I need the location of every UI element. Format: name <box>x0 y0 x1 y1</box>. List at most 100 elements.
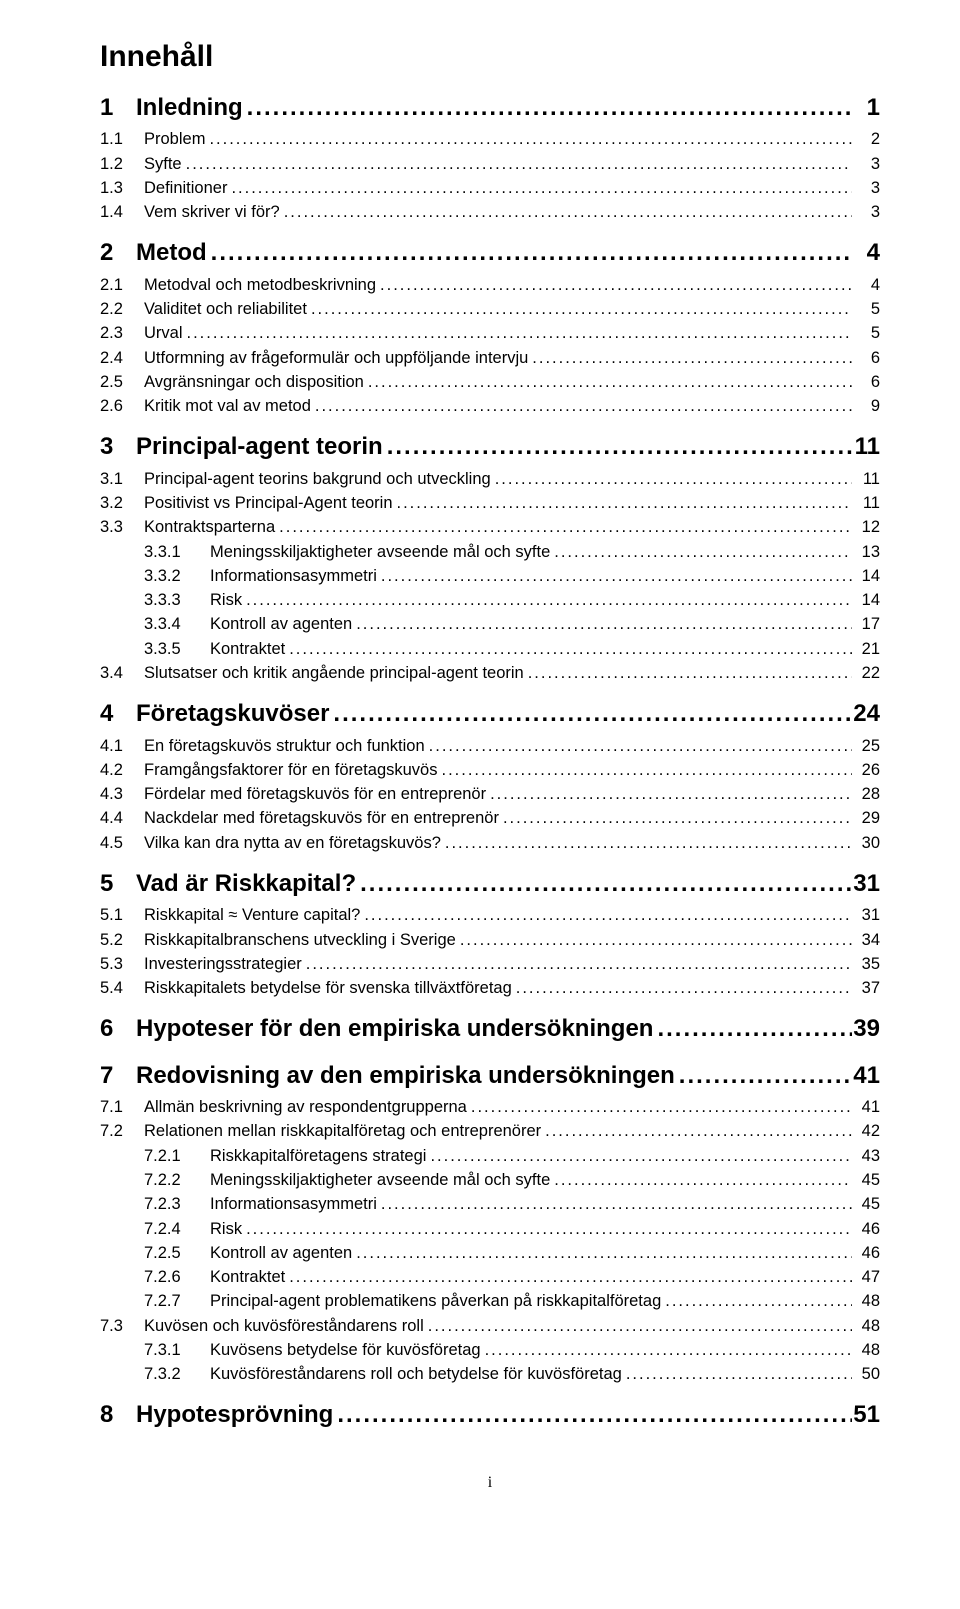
toc-entry[interactable]: 2.3Urval................................… <box>100 322 880 344</box>
toc-entry[interactable]: 5.3Investeringsstrategier...............… <box>100 953 880 975</box>
toc-leader-dots: ........................................… <box>329 698 852 730</box>
toc-entry[interactable]: 5.4Riskkapitalets betydelse för svenska … <box>100 977 880 999</box>
toc-entry-number: 1.3 <box>100 177 144 199</box>
toc-entry-number: 7.3.1 <box>100 1339 210 1361</box>
toc-entry[interactable]: 5Vad är Riskkapital?....................… <box>100 868 880 900</box>
toc-entry-number: 7 <box>100 1060 136 1092</box>
toc-entry[interactable]: 7.3.1Kuvösens betydelse för kuvösföretag… <box>100 1339 880 1361</box>
toc-entry-title: Redovisning av den empiriska undersöknin… <box>136 1060 675 1092</box>
toc-leader-dots: ........................................… <box>243 92 852 124</box>
toc-leader-dots: ........................................… <box>227 177 852 199</box>
toc-entry[interactable]: 2Metod..................................… <box>100 237 880 269</box>
toc-entry[interactable]: 2.5Avgränsningar och disposition........… <box>100 371 880 393</box>
toc-leader-dots: ........................................… <box>675 1060 852 1092</box>
toc-entry-number: 2.6 <box>100 395 144 417</box>
toc-entry[interactable]: 6Hypoteser för den empiriska undersöknin… <box>100 1013 880 1045</box>
toc-entry[interactable]: 3.3.4Kontroll av agenten................… <box>100 613 880 635</box>
toc-entry[interactable]: 1Inledning..............................… <box>100 92 880 124</box>
toc-entry[interactable]: 5.1Riskkapital ≈ Venture capital?.......… <box>100 904 880 926</box>
toc-entry[interactable]: 4.5Vilka kan dra nytta av en företagskuv… <box>100 832 880 854</box>
toc-entry-title: Risk <box>210 1218 242 1240</box>
toc-entry-page: 25 <box>852 735 880 757</box>
toc-entry[interactable]: 3.3.2Informationsasymmetri..............… <box>100 565 880 587</box>
toc-entry-title: Principal-agent teorin <box>136 431 383 463</box>
toc-entry[interactable]: 3.4Slutsatser och kritik angående princi… <box>100 662 880 684</box>
toc-entry-number: 4.4 <box>100 807 144 829</box>
toc-entry[interactable]: 1.3Definitioner.........................… <box>100 177 880 199</box>
toc-entry[interactable]: 7.2.3Informationsasymmetri..............… <box>100 1193 880 1215</box>
toc-entry[interactable]: 7.1Allmän beskrivning av respondentgrupp… <box>100 1096 880 1118</box>
toc-entry[interactable]: 7.2.7Principal-agent problematikens påve… <box>100 1290 880 1312</box>
toc-entry-title: Investeringsstrategier <box>144 953 302 975</box>
toc-entry[interactable]: 5.2Riskkapitalbranschens utveckling i Sv… <box>100 929 880 951</box>
toc-entry[interactable]: 2.6Kritik mot val av metod..............… <box>100 395 880 417</box>
toc-entry-page: 2 <box>852 128 880 150</box>
toc-entry-title: Fördelar med företagskuvös för en entrep… <box>144 783 486 805</box>
toc-entry-number: 2.2 <box>100 298 144 320</box>
toc-leader-dots: ........................................… <box>653 1013 852 1045</box>
toc-entry-title: Kontraktsparterna <box>144 516 275 538</box>
toc-entry-number: 7.2.1 <box>100 1145 210 1167</box>
toc-entry[interactable]: 4.3Fördelar med företagskuvös för en ent… <box>100 783 880 805</box>
toc-leader-dots: ........................................… <box>622 1363 852 1385</box>
toc-entry[interactable]: 1.1Problem..............................… <box>100 128 880 150</box>
toc-entry[interactable]: 7.2.2Meningsskiljaktigheter avseende mål… <box>100 1169 880 1191</box>
toc-entry[interactable]: 7.2.6Kontraktet.........................… <box>100 1266 880 1288</box>
toc-entry-page: 29 <box>852 807 880 829</box>
toc-entry[interactable]: 8Hypotesprövning........................… <box>100 1399 880 1431</box>
toc-leader-dots: ........................................… <box>481 1339 852 1361</box>
toc-entry[interactable]: 3.3.3Risk...............................… <box>100 589 880 611</box>
toc-entry[interactable]: 3.3Kontraktsparterna....................… <box>100 516 880 538</box>
toc-entry-number: 5.2 <box>100 929 144 951</box>
toc-entry-page: 46 <box>852 1242 880 1264</box>
toc-entry[interactable]: 3.2Positivist vs Principal-Agent teorin.… <box>100 492 880 514</box>
toc-entry-page: 28 <box>852 783 880 805</box>
toc-entry[interactable]: 4.2Framgångsfaktorer för en företagskuvö… <box>100 759 880 781</box>
toc-entry-page: 11 <box>852 431 880 463</box>
toc-entry[interactable]: 7.2.5Kontroll av agenten................… <box>100 1242 880 1264</box>
toc-entry-page: 4 <box>852 274 880 296</box>
toc-entry-title: Hypotesprövning <box>136 1399 333 1431</box>
toc-leader-dots: ........................................… <box>661 1290 852 1312</box>
toc-leader-dots: ........................................… <box>285 638 852 660</box>
toc-entry[interactable]: 3Principal-agent teorin.................… <box>100 431 880 463</box>
toc-entry-number: 1.1 <box>100 128 144 150</box>
toc-entry[interactable]: 7.2Relationen mellan riskkapitalföretag … <box>100 1120 880 1142</box>
toc-entry[interactable]: 3.3.1Meningsskiljaktigheter avseende mål… <box>100 541 880 563</box>
toc-entry[interactable]: 7Redovisning av den empiriska undersökni… <box>100 1060 880 1092</box>
toc-entry-page: 26 <box>852 759 880 781</box>
toc-entry-number: 3.3 <box>100 516 144 538</box>
toc-entry-page: 43 <box>852 1145 880 1167</box>
toc-entry[interactable]: 4.4Nackdelar med företagskuvös för en en… <box>100 807 880 829</box>
toc-entry[interactable]: 3.3.5Kontraktet.........................… <box>100 638 880 660</box>
toc-entry-page: 51 <box>852 1399 880 1431</box>
toc-entry[interactable]: 7.3Kuvösen och kuvösföreståndarens roll.… <box>100 1315 880 1337</box>
toc-entry-title: Riskkapitalföretagens strategi <box>210 1145 426 1167</box>
toc-leader-dots: ........................................… <box>356 868 852 900</box>
toc-entry[interactable]: 2.2Validitet och reliabilitet...........… <box>100 298 880 320</box>
toc-entry[interactable]: 2.4Utformning av frågeformulär och uppfö… <box>100 347 880 369</box>
toc-entry-number: 2.1 <box>100 274 144 296</box>
toc-entry-title: Urval <box>144 322 183 344</box>
toc-entry-number: 3.3.1 <box>100 541 210 563</box>
toc-entry-page: 5 <box>852 298 880 320</box>
toc-entry[interactable]: 7.2.1Riskkapitalföretagens strategi.....… <box>100 1145 880 1167</box>
toc-entry-page: 6 <box>852 371 880 393</box>
toc-entry[interactable]: 4Företagskuvöser........................… <box>100 698 880 730</box>
toc-entry-title: Nackdelar med företagskuvös för en entre… <box>144 807 499 829</box>
toc-entry[interactable]: 2.1Metodval och metodbeskrivning........… <box>100 274 880 296</box>
toc-entry-page: 50 <box>852 1363 880 1385</box>
toc-entry-page: 46 <box>852 1218 880 1240</box>
toc-entry[interactable]: 4.1En företagskuvös struktur och funktio… <box>100 735 880 757</box>
toc-entry[interactable]: 3.1Principal-agent teorins bakgrund och … <box>100 468 880 490</box>
toc-entry[interactable]: 1.2Syfte................................… <box>100 153 880 175</box>
toc-entry[interactable]: 7.2.4Risk...............................… <box>100 1218 880 1240</box>
toc-entry-page: 11 <box>852 468 880 490</box>
toc-entry-number: 7.2.5 <box>100 1242 210 1264</box>
toc-entry[interactable]: 7.3.2Kuvösföreståndarens roll och betyde… <box>100 1363 880 1385</box>
toc-entry-number: 2.5 <box>100 371 144 393</box>
toc-entry-title: Syfte <box>144 153 182 175</box>
toc-entry-number: 3.3.3 <box>100 589 210 611</box>
toc-leader-dots: ........................................… <box>528 347 852 369</box>
toc-entry[interactable]: 1.4Vem skriver vi för?..................… <box>100 201 880 223</box>
